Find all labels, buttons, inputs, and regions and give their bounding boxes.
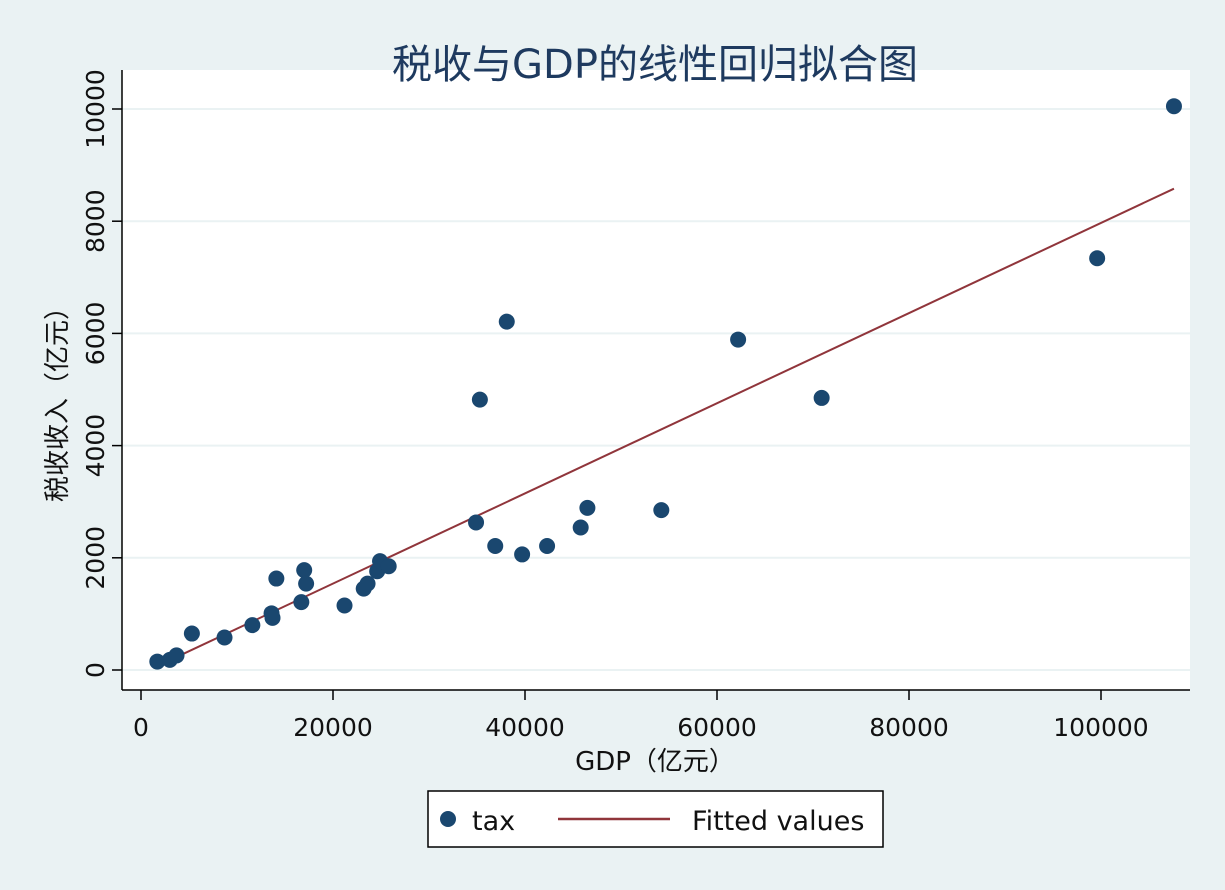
data-point-27 — [730, 331, 747, 348]
x-tick-label-5: 100000 — [1053, 713, 1148, 742]
y-tick-label-4: 8000 — [81, 189, 110, 253]
x-tick-label-0: 0 — [133, 713, 149, 742]
data-point-12 — [336, 597, 353, 614]
x-tick-label-3: 60000 — [677, 713, 757, 742]
data-point-14 — [359, 575, 376, 592]
data-point-20 — [487, 538, 504, 555]
x-ticks: 0 20000 40000 60000 80000 100000 — [133, 690, 1149, 742]
fitted-line-group — [156, 187, 1175, 667]
data-point-29 — [1089, 250, 1106, 267]
x-tick-label-1: 20000 — [293, 713, 373, 742]
scatter-points — [149, 98, 1182, 670]
x-axis-label: GDP（亿元） — [575, 747, 735, 777]
data-point-21 — [498, 313, 515, 330]
y-axis-label: 税收收入（亿元） — [43, 294, 73, 502]
data-point-8 — [268, 570, 285, 587]
data-point-26 — [653, 502, 670, 519]
x-tick-label-4: 80000 — [869, 713, 949, 742]
data-point-30 — [1165, 98, 1182, 115]
data-point-3 — [183, 625, 200, 642]
y-tick-label-0: 0 — [81, 662, 110, 678]
x-tick-label-2: 40000 — [485, 713, 565, 742]
data-point-19 — [471, 391, 488, 408]
data-point-28 — [813, 389, 830, 406]
y-tick-label-3: 6000 — [81, 302, 110, 366]
legend-label-tax: tax — [472, 806, 515, 837]
data-point-9 — [293, 594, 310, 611]
data-point-11 — [298, 575, 315, 592]
data-point-10 — [296, 562, 313, 579]
data-point-0 — [149, 653, 166, 670]
legend-marker-tax — [440, 811, 456, 827]
plot-area — [122, 70, 1190, 690]
data-point-24 — [572, 519, 589, 536]
data-point-4 — [216, 629, 233, 646]
data-point-7 — [264, 609, 281, 626]
y-tick-label-5: 10000 — [81, 69, 110, 149]
data-point-25 — [579, 499, 596, 516]
data-point-18 — [468, 514, 485, 531]
legend-label-fitted: Fitted values — [692, 806, 864, 837]
y-ticks: 0 2000 4000 6000 8000 10000 — [81, 69, 122, 678]
data-point-17 — [380, 558, 397, 575]
grid-lines — [122, 108, 1190, 671]
fitted-line — [156, 187, 1175, 667]
chart-title: 税收与GDP的线性回归拟合图 — [392, 42, 918, 88]
data-point-2 — [168, 647, 185, 664]
data-point-23 — [539, 538, 556, 555]
legend: tax Fitted values — [427, 790, 884, 848]
y-tick-label-1: 2000 — [81, 526, 110, 590]
data-point-5 — [244, 617, 261, 634]
data-point-22 — [514, 546, 531, 563]
y-tick-label-2: 4000 — [81, 414, 110, 478]
legend-box — [427, 790, 884, 848]
